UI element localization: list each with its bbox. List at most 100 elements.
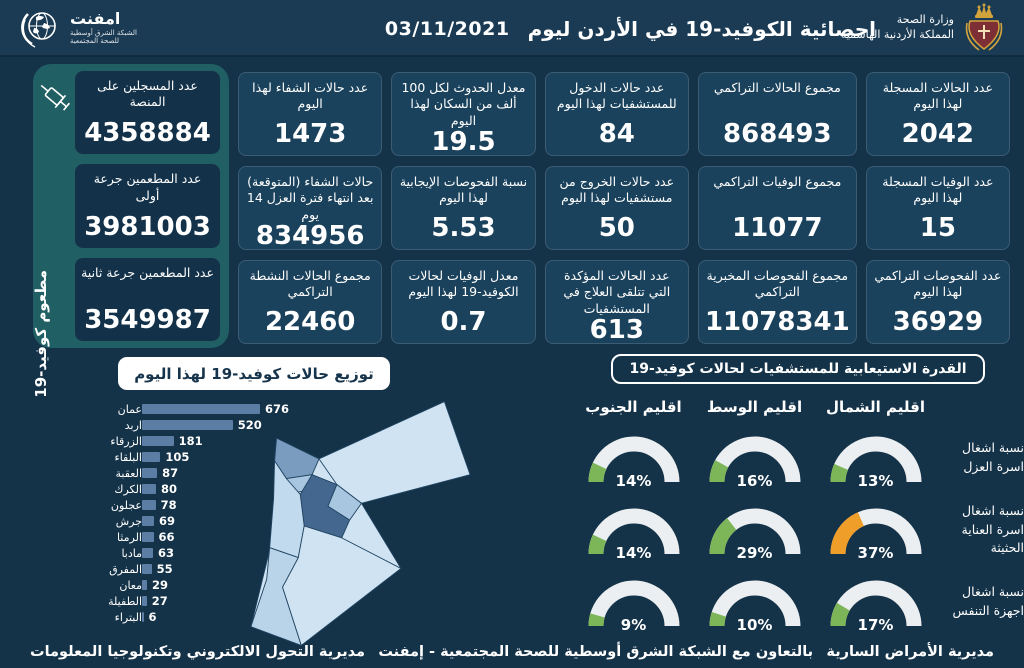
stat-label: مجموع الوفيات التراكمي bbox=[713, 174, 842, 189]
stat-value: 3981003 bbox=[84, 211, 211, 242]
gauge-ventilators-center: 10% bbox=[694, 566, 815, 638]
distribution-bar-chart: عمان 676 اربد 520 الزرقاء 181 البلقاء 105 ال… bbox=[86, 401, 289, 625]
gauge-value: 37% bbox=[857, 544, 894, 562]
stat-value: 0.7 bbox=[440, 307, 487, 337]
gauge-row-label: نسبة اشغال اسرة العزل bbox=[962, 440, 1024, 474]
bar bbox=[142, 404, 260, 414]
stat-label: عدد المطعمين جرعة ثانية bbox=[81, 264, 214, 280]
stats-grid: عدد الحالات المسجلة لهذا اليوم 2042 عدد … bbox=[32, 64, 1010, 398]
stat-card: مجموع الحالات التراكمي 868493 bbox=[697, 72, 857, 156]
bar-value: 55 bbox=[156, 562, 173, 576]
bar-label: البتراء bbox=[114, 610, 142, 624]
stat-value: 5.53 bbox=[431, 213, 496, 243]
bar-label: عجلون bbox=[110, 498, 142, 512]
stat-label: معدل الحدوث لكل 100 ألف من السكان لهذا ا… bbox=[401, 80, 526, 128]
region-header-north: اقليم الشمال bbox=[826, 398, 925, 416]
gauge-value: 14% bbox=[615, 472, 652, 490]
vaccine-card: عدد المطعمين جرعة أولى 3981003 bbox=[75, 164, 221, 248]
stat-card: عدد حالات الشفاء لهذا اليوم 1473 bbox=[238, 72, 383, 156]
stat-value: 4358884 bbox=[84, 118, 211, 149]
stat-card: معدل الوفيات لحالات الكوفيد-19 لهذا اليو… bbox=[391, 260, 536, 344]
bar-row: اربد 520 bbox=[86, 417, 289, 433]
gauge-row-label: نسبة اشغال اجهزة التنفس bbox=[952, 584, 1024, 618]
stat-card: مجموع الوفيات التراكمي 11077 bbox=[697, 166, 857, 250]
bar-row: جرش 69 bbox=[86, 513, 289, 529]
bar-row: الطفيلة 27 bbox=[86, 593, 289, 609]
gauge-value: 16% bbox=[736, 472, 773, 490]
bar-value: 78 bbox=[160, 498, 177, 512]
footer: مديرية التحول الالكتروني وتكنولوجيا المع… bbox=[0, 636, 1024, 668]
bar-value: 69 bbox=[159, 514, 176, 528]
stat-card: عدد حالات الخروج من مستشفيات لهذا اليوم … bbox=[544, 166, 689, 250]
stat-column-registered: عدد الحالات المسجلة لهذا اليوم 2042 عدد … bbox=[865, 64, 1010, 348]
bar bbox=[142, 548, 153, 558]
royal-crest-icon bbox=[965, 3, 1003, 51]
region-header-center: اقليم الوسط bbox=[706, 398, 803, 416]
stat-card: مجموع الفحوصات المخبرية التراكمي 1107834… bbox=[697, 260, 857, 344]
bar-label: معان bbox=[119, 578, 142, 592]
bar bbox=[142, 532, 154, 542]
report-date: 03/11/2021 bbox=[384, 17, 510, 40]
bar-label: المفرق bbox=[109, 562, 142, 576]
stat-value: 19.5 bbox=[431, 126, 496, 157]
stat-value: 868493 bbox=[723, 119, 832, 149]
bar-label: الطفيلة bbox=[108, 594, 142, 608]
stat-column-cumulative: مجموع الحالات التراكمي 868493 مجموع الوف… bbox=[697, 64, 857, 348]
stat-card: عدد الوفيات المسجلة لهذا اليوم 15 bbox=[865, 166, 1010, 250]
bar-label: البلقاء bbox=[114, 450, 142, 464]
bar bbox=[142, 500, 156, 510]
spacer bbox=[936, 392, 1024, 422]
stat-label: عدد الوفيات المسجلة لهذا اليوم bbox=[882, 174, 994, 206]
bar bbox=[142, 436, 174, 446]
bar-row: البلقاء 105 bbox=[86, 449, 289, 465]
stat-card: عدد حالات الدخول للمستشفيات لهذا اليوم 8… bbox=[544, 72, 689, 156]
footer-center: بالتعاون مع الشبكة الشرق أوسطية للصحة ال… bbox=[378, 644, 814, 660]
gauge-isolation-north: 13% bbox=[815, 422, 936, 494]
bar-value: 87 bbox=[162, 466, 179, 480]
bar-row: البتراء 6 bbox=[86, 609, 289, 625]
bar-row: الزرقاء 181 bbox=[86, 433, 289, 449]
stat-label: مجموع الحالات التراكمي bbox=[713, 80, 841, 95]
bar-value: 676 bbox=[265, 402, 290, 416]
gauge-icu-center: 29% bbox=[694, 494, 815, 566]
stat-value: 1473 bbox=[273, 119, 347, 149]
stat-label: حالات الشفاء (المتوقعة) بعد انتهاء فترة … bbox=[246, 174, 374, 222]
gauge-value: 29% bbox=[736, 544, 773, 562]
vaccine-side-label: مطعوم كوفيد-19 bbox=[32, 269, 51, 398]
stat-label: مجموع الفحوصات المخبرية التراكمي bbox=[706, 268, 849, 300]
bar-value: 181 bbox=[178, 434, 203, 448]
gauge-icu-north: 37% bbox=[815, 494, 936, 566]
bar-value: 29 bbox=[152, 578, 169, 592]
stat-card: مجموع الحالات النشطة التراكمي 22460 bbox=[238, 260, 383, 344]
syringe-icon bbox=[40, 84, 71, 111]
stat-column-hospital-flow: عدد حالات الدخول للمستشفيات لهذا اليوم 8… bbox=[544, 64, 689, 348]
bar-label: عمان bbox=[117, 402, 142, 416]
stat-value: 11077 bbox=[732, 213, 823, 243]
bar-row: الكرك 80 bbox=[86, 481, 289, 497]
page-title-group: 03/11/2021 احصائية الكوفيد-19 في الأردن … bbox=[385, 0, 876, 57]
emphnet-logo: امفنت الشبكة الشرق أوسطية للصحة المجتمعي… bbox=[18, 6, 137, 50]
stat-value: 84 bbox=[598, 119, 635, 149]
stat-value: 22460 bbox=[264, 307, 356, 337]
vaccine-card: عدد المطعمين جرعة ثانية 3549987 bbox=[75, 257, 221, 341]
stat-card: نسبة الفحوصات الإيجابية لهذا اليوم 5.53 bbox=[391, 166, 536, 250]
bar-label: الكرك bbox=[114, 482, 142, 496]
hospital-capacity-title: القدرة الاستيعابية للمستشفيات لحالات كوف… bbox=[611, 354, 985, 384]
bar-value: 520 bbox=[237, 418, 262, 432]
region-header-south: اقليم الجنوب bbox=[585, 398, 682, 416]
gauge-grid: اقليم الشمال اقليم الوسط اقليم الجنوب نس… bbox=[572, 392, 1024, 638]
gauge-isolation-center: 16% bbox=[694, 422, 815, 494]
bar-value: 105 bbox=[165, 450, 190, 464]
stat-value: 834956 bbox=[255, 220, 365, 251]
stat-value: 3549987 bbox=[84, 304, 211, 335]
bar-row: مادبا 63 bbox=[86, 545, 289, 561]
stat-label: عدد الحالات المسجلة لهذا اليوم bbox=[882, 80, 993, 112]
logo-name: امفنت bbox=[70, 9, 121, 29]
stat-value: 2042 bbox=[901, 119, 975, 149]
vaccine-card: عدد المسجلين على المنصة 4358884 bbox=[75, 71, 221, 155]
stat-label: نسبة الفحوصات الإيجابية لهذا اليوم bbox=[399, 174, 528, 206]
bar-row: عمان 676 bbox=[86, 401, 289, 417]
bar-value: 63 bbox=[157, 546, 174, 560]
footer-right: مديرية الأمراض السارية bbox=[826, 644, 994, 660]
stat-value: 15 bbox=[919, 213, 956, 243]
